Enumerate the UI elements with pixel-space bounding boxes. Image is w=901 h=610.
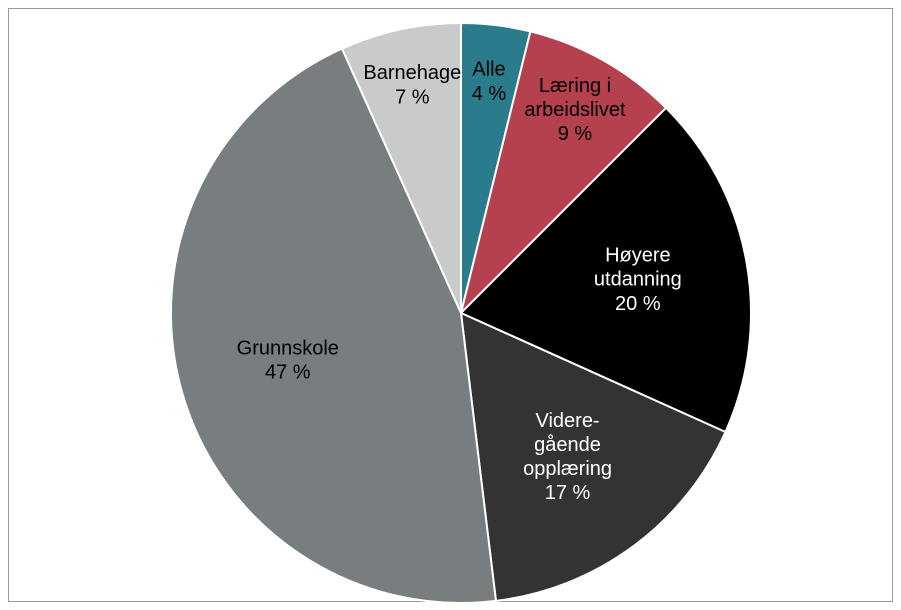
value-label: 9 % <box>558 123 593 145</box>
slice-label-line: opplæring <box>523 458 612 480</box>
value-label: 7 % <box>395 86 430 108</box>
slice-label-line: Barnehage <box>363 62 461 84</box>
slice-label: Læring i arbeidslivet <box>524 75 626 121</box>
slice-label-line: Grunnskole <box>237 338 339 360</box>
slice-label-line: Videre- <box>535 410 599 432</box>
slice-label-line: utdanning <box>594 269 682 291</box>
pie-slice <box>170 47 498 604</box>
value-label: 17 % <box>545 482 591 504</box>
slice-label: Alle <box>472 59 505 81</box>
value-label: 20 % <box>615 293 661 315</box>
slice-label-line: Alle <box>472 59 505 81</box>
slice-label-line: Læring i <box>539 75 611 97</box>
value-label: 47 % <box>265 362 311 384</box>
pie-slice <box>459 311 727 602</box>
slice-label-line: Høyere <box>605 245 671 267</box>
slice-label: Grunnskole <box>237 338 339 360</box>
slice-label: Barnehage <box>363 62 461 84</box>
pie-slice <box>340 21 462 314</box>
slice-label: Høyere utdanning <box>594 245 682 291</box>
slice-label-line: gående <box>534 434 601 456</box>
slice-label: Videre-gående opplæring <box>523 410 612 480</box>
value-label: 4 % <box>472 83 507 105</box>
slice-label-line: arbeidslivet <box>524 99 626 121</box>
pie-slice <box>459 106 752 434</box>
pie-slice <box>459 30 668 317</box>
